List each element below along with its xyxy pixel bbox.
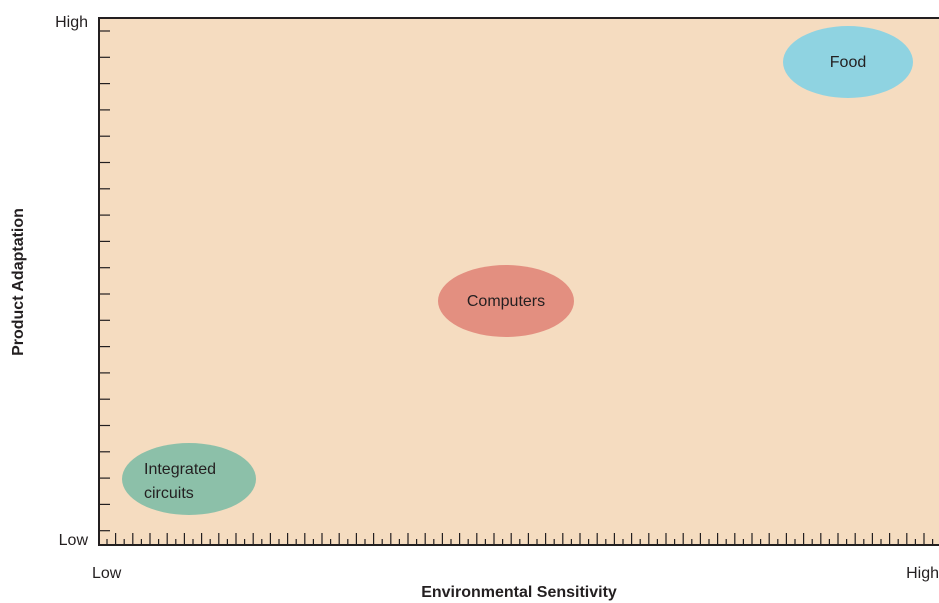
node-label: Food xyxy=(830,54,866,71)
node-integrated-circuits xyxy=(122,443,256,515)
x-axis-title: Environmental Sensitivity xyxy=(421,584,617,601)
y-low-label: Low xyxy=(59,532,89,549)
node-computers xyxy=(438,265,574,337)
node-label: circuits xyxy=(144,485,194,502)
y-high-label: High xyxy=(55,14,88,31)
node-label: Computers xyxy=(467,293,545,310)
node-label: Integrated xyxy=(144,461,216,478)
x-low-label: Low xyxy=(92,565,122,582)
node-food xyxy=(783,26,913,98)
x-high-label: High xyxy=(906,565,939,582)
y-axis-title: Product Adaptation xyxy=(10,208,27,356)
